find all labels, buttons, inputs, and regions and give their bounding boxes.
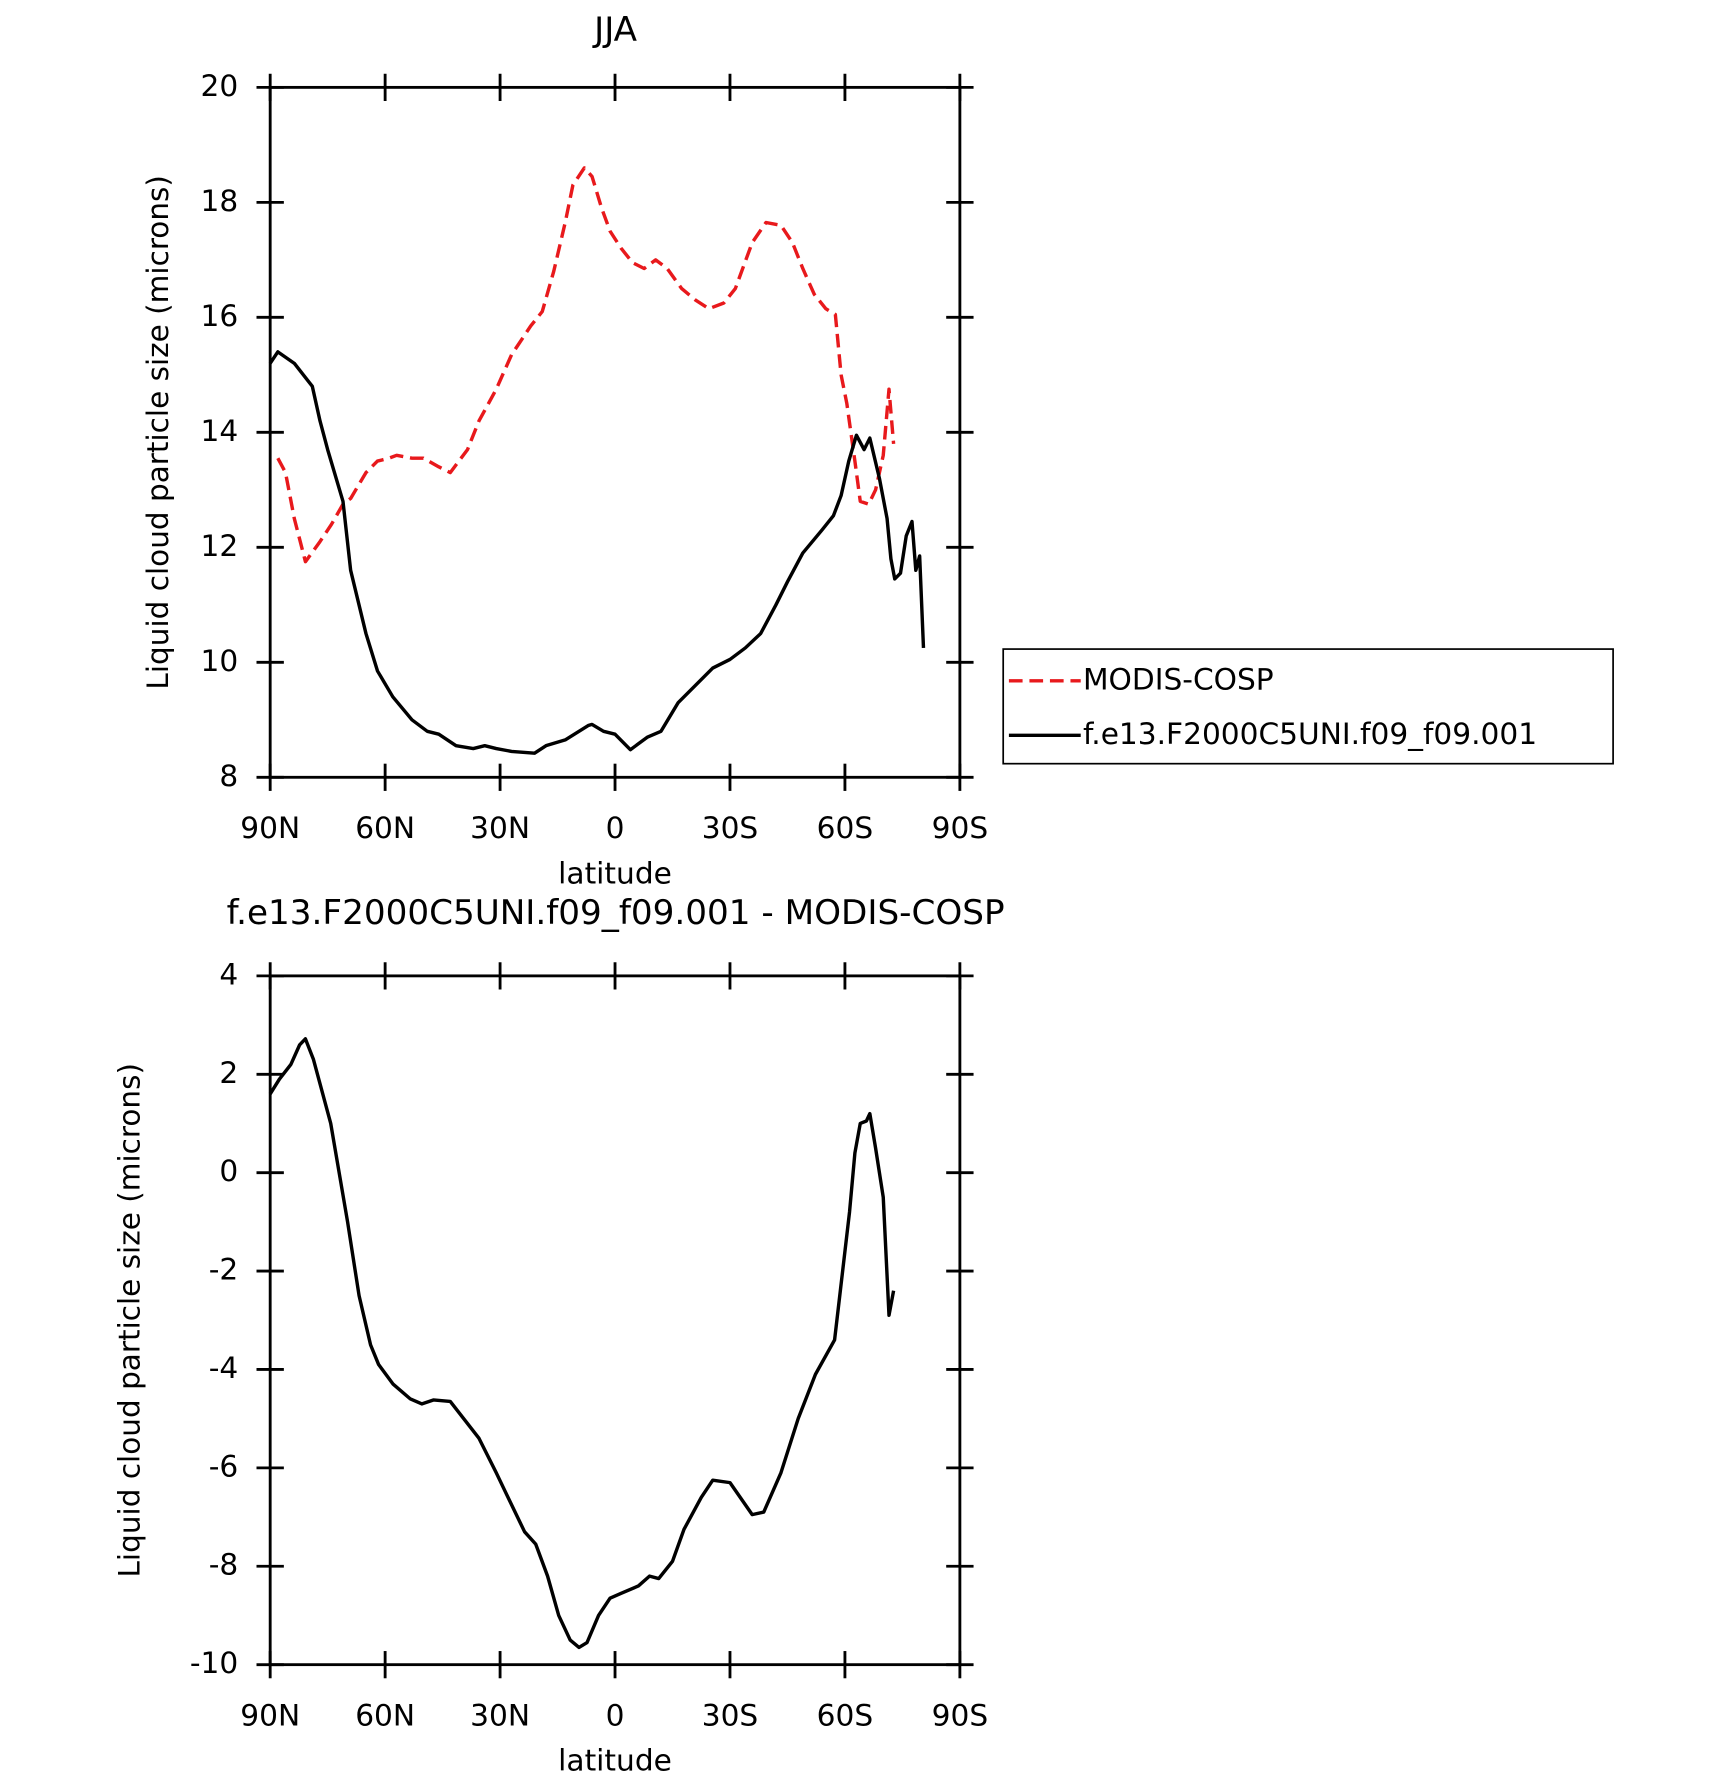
plot-frame bbox=[268, 974, 962, 1667]
x-tick-label: 60S bbox=[817, 811, 874, 845]
y-tick-label: 18 bbox=[201, 184, 239, 218]
plot-frame bbox=[268, 85, 962, 779]
y-tick-label: -8 bbox=[209, 1548, 239, 1582]
y-tick-label: 12 bbox=[201, 529, 239, 563]
x-tick-label: 30S bbox=[702, 811, 759, 845]
x-tick-label: 30N bbox=[470, 811, 530, 845]
legend-label: MODIS-COSP bbox=[1083, 662, 1274, 696]
x-tick-label: 60N bbox=[355, 1698, 415, 1732]
chart-title: f.e13.F2000C5UNI.f09_f09.001 - MODIS-COS… bbox=[227, 893, 1005, 933]
x-axis-label: latitude bbox=[558, 1744, 672, 1777]
legend-box bbox=[1002, 648, 1614, 765]
chart-title: JJA bbox=[592, 10, 638, 50]
y-tick-label: 14 bbox=[201, 414, 239, 448]
x-tick-label: 60N bbox=[355, 811, 415, 845]
x-tick-label: 30S bbox=[702, 1698, 759, 1732]
legend-label: f.e13.F2000C5UNI.f09_f09.001 bbox=[1083, 717, 1537, 751]
y-tick-label: -4 bbox=[209, 1351, 239, 1385]
y-axis-label: Liquid cloud particle size (microns) bbox=[113, 1063, 147, 1577]
y-tick-label: 0 bbox=[219, 1154, 238, 1188]
x-tick-label: 90N bbox=[240, 811, 300, 845]
x-tick-label: 0 bbox=[606, 811, 625, 845]
x-tick-label: 90S bbox=[932, 1698, 989, 1732]
y-tick-label: 2 bbox=[219, 1056, 238, 1090]
x-axis-label: latitude bbox=[558, 856, 672, 890]
y-tick-label: -6 bbox=[209, 1449, 239, 1483]
y-tick-label: 10 bbox=[201, 644, 239, 678]
y-tick-label: 4 bbox=[219, 957, 238, 991]
x-tick-label: 60S bbox=[817, 1698, 874, 1732]
data-line bbox=[268, 1037, 896, 1650]
x-tick-label: 30N bbox=[470, 1698, 530, 1732]
y-tick-label: 20 bbox=[201, 69, 239, 103]
x-tick-label: 0 bbox=[606, 1698, 625, 1732]
x-tick-label: 90N bbox=[240, 1698, 300, 1732]
x-tick-label: 90S bbox=[932, 811, 989, 845]
y-tick-label: -2 bbox=[209, 1253, 239, 1287]
y-tick-label: 16 bbox=[201, 299, 239, 333]
y-axis-label: Liquid cloud particle size (microns) bbox=[141, 175, 175, 689]
data-line bbox=[268, 350, 926, 755]
y-tick-label: -10 bbox=[190, 1646, 238, 1680]
data-line bbox=[276, 166, 896, 564]
y-tick-label: 8 bbox=[219, 759, 238, 793]
